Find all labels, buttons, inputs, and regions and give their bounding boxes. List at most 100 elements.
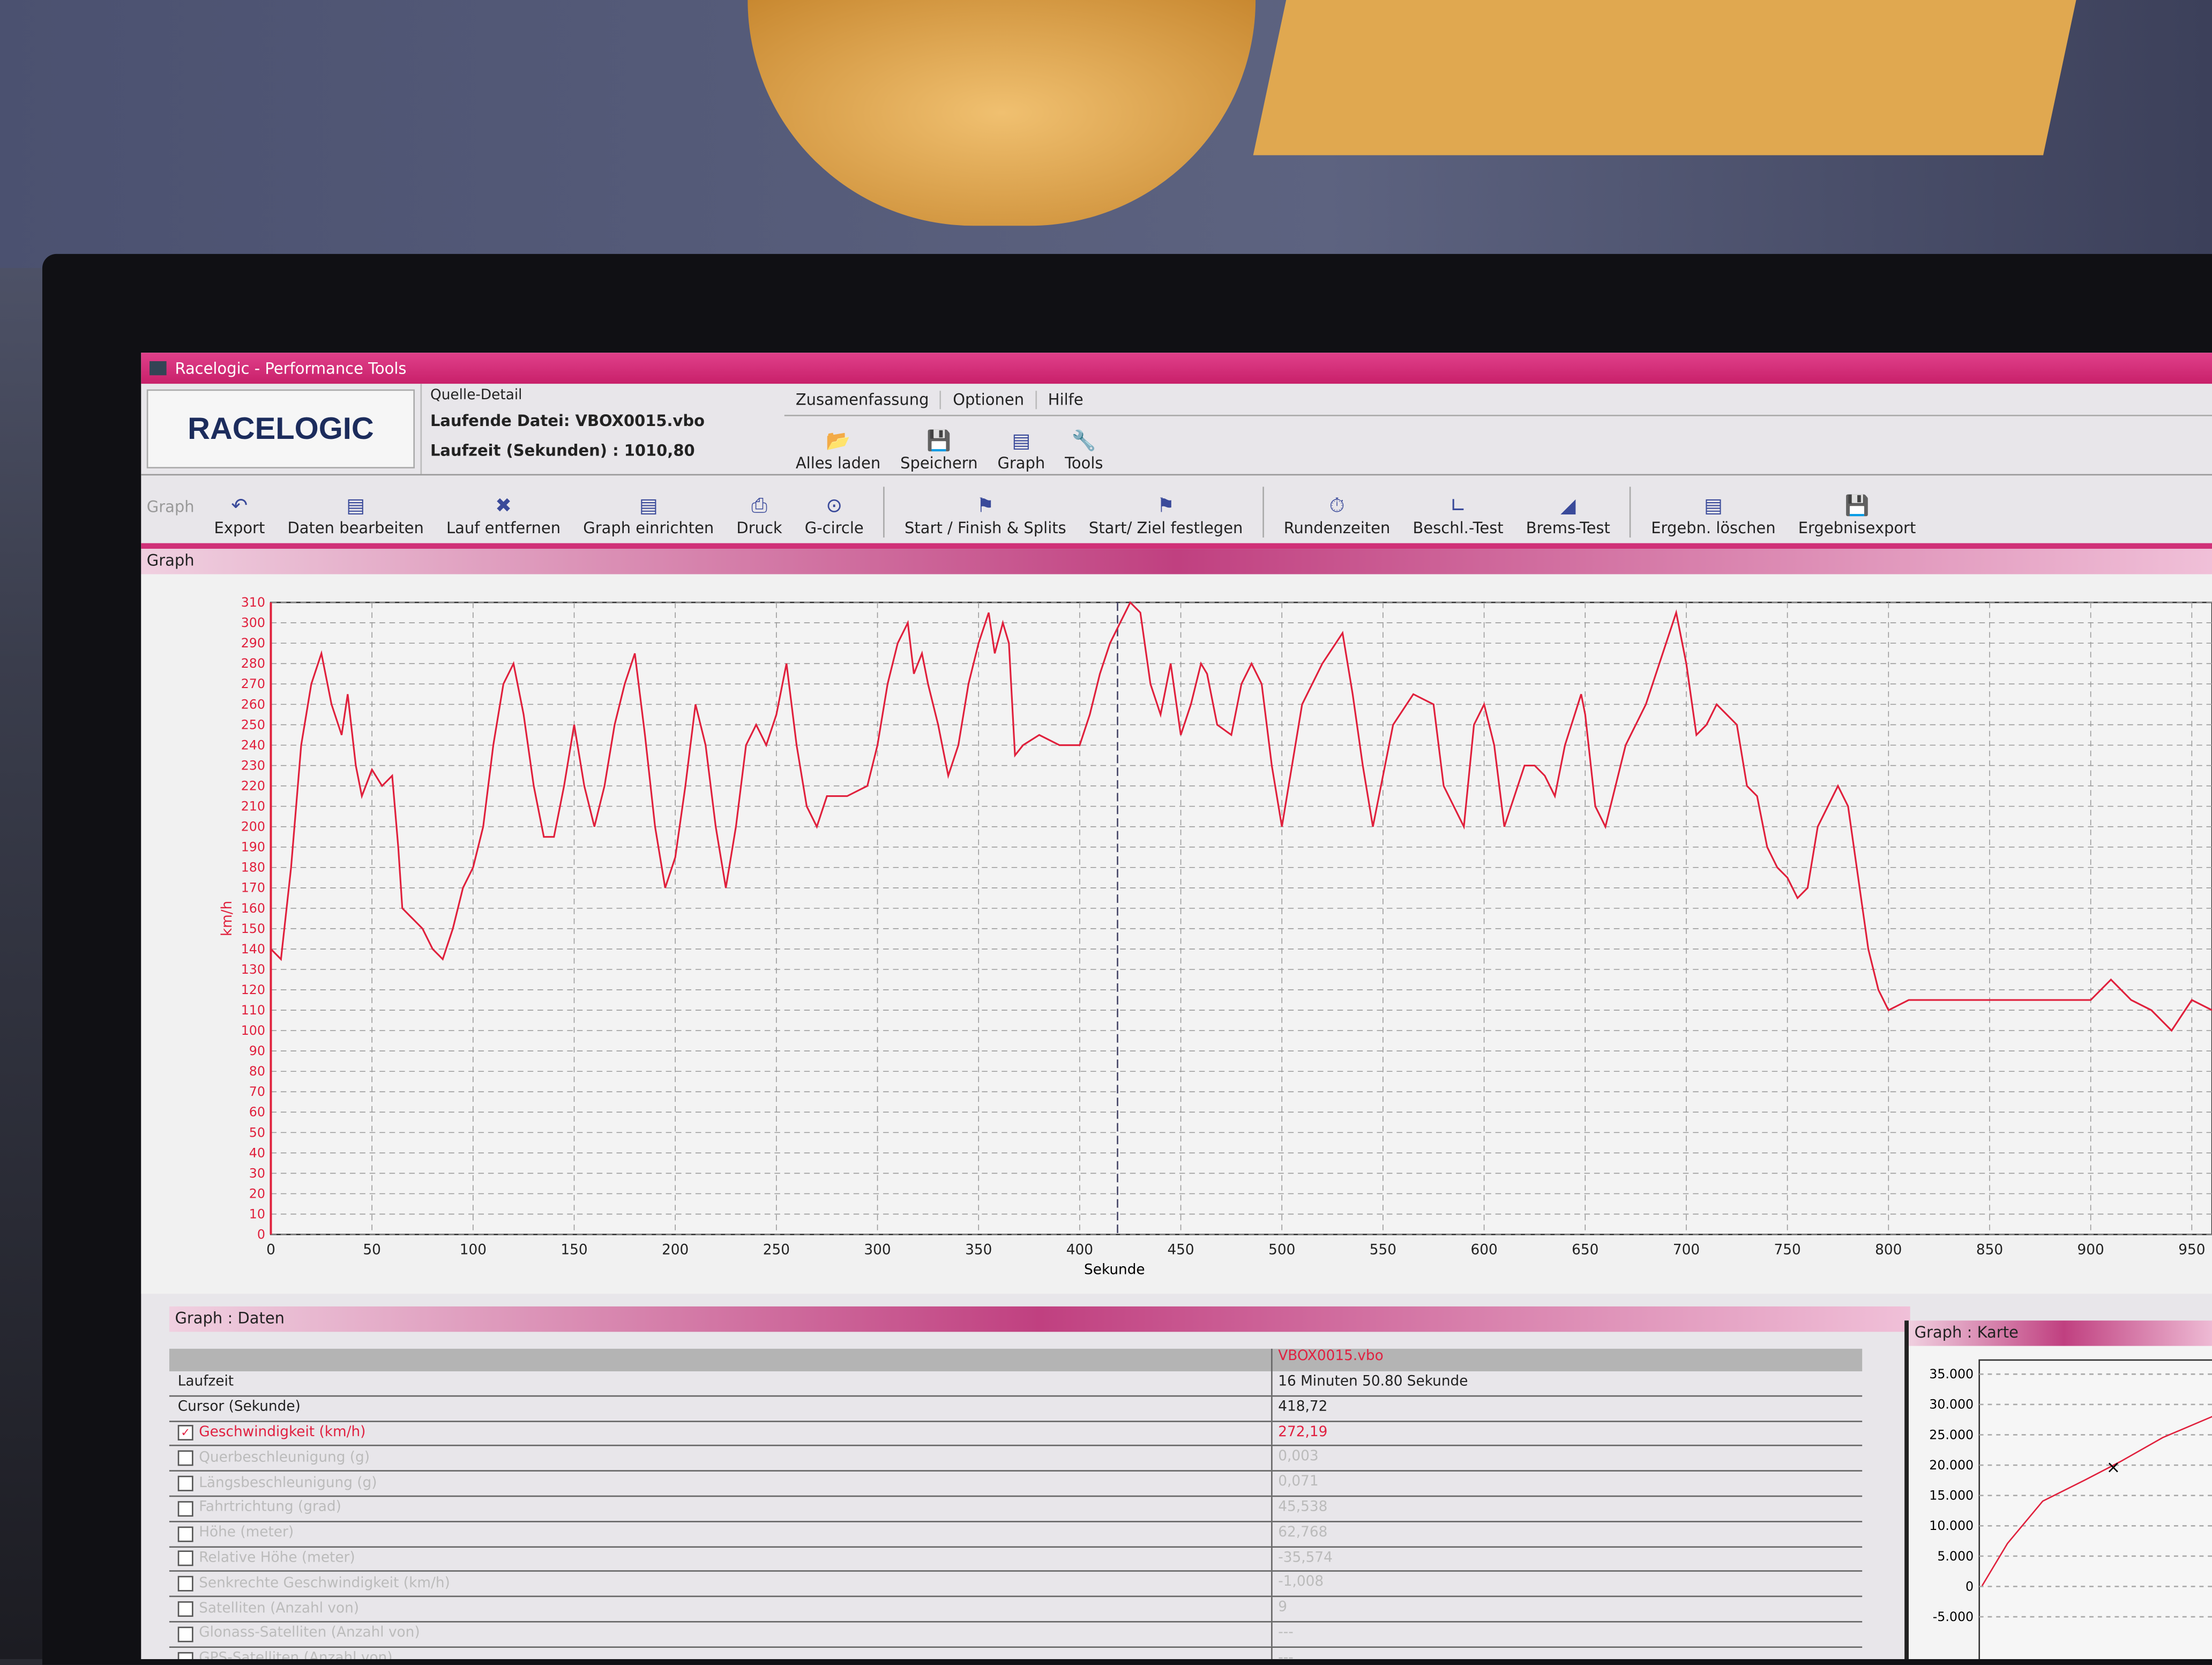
x-tick-label: 500 <box>1268 1242 1295 1258</box>
y-axis-label: km/h <box>219 901 235 936</box>
file-column-header: VBOX0015.vbo <box>1271 1348 1384 1371</box>
table-row[interactable]: Satelliten (Anzahl von) 9 <box>169 1597 1863 1623</box>
toolbar-brake-button[interactable]: ◢ Brems-Test <box>1523 494 1613 537</box>
label: Graph <box>997 454 1045 473</box>
y-tick-label: 220 <box>241 778 265 793</box>
toolbar-edit-data-button[interactable]: ▤ Daten bearbeiten <box>285 494 427 537</box>
folder-open-icon: 📂 <box>826 430 850 453</box>
y-tick-label: 140 <box>241 942 265 957</box>
map-y-tick-label: 5.000 <box>1937 1549 1974 1564</box>
load-all-button[interactable]: 📂 Alles laden <box>796 429 880 473</box>
channel-name: Senkrechte Geschwindigkeit (km/h) <box>199 1576 450 1592</box>
channel-checkbox[interactable] <box>177 1551 193 1567</box>
graph-button[interactable]: ▤ Graph <box>997 429 1045 473</box>
print-icon: ⎙ <box>751 495 767 518</box>
toolbar-checkered-flag-button[interactable]: ⚑ Start / Finish & Splits <box>902 494 1069 537</box>
toolbar-separator <box>883 487 885 538</box>
map-cursor-marker: × <box>2106 1458 2120 1477</box>
map-y-tick-label: 15.000 <box>1929 1488 1974 1503</box>
data-table: VBOX0015.vbo Laufzeit 16 Minuten 50.80 Se… <box>169 1348 1863 1660</box>
toolbar-flag-set-button[interactable]: ⚑ Start/ Ziel festlegen <box>1086 494 1246 537</box>
x-tick-label: 550 <box>1370 1242 1396 1258</box>
channel-checkbox[interactable]: ✓ <box>177 1425 193 1442</box>
channel-checkbox[interactable] <box>177 1500 193 1517</box>
label: Speichern <box>900 454 978 473</box>
poster-wheel <box>748 0 1256 226</box>
table-row[interactable]: Cursor (Sekunde) 418,72 <box>169 1396 1863 1422</box>
toolbar-undo-button[interactable]: ↶ Export <box>211 494 267 537</box>
label: Daten bearbeiten <box>287 519 424 538</box>
tools-icon: 🔧 <box>1071 430 1096 453</box>
x-tick-label: 600 <box>1470 1242 1497 1258</box>
channel-value: 62,768 <box>1271 1522 1862 1546</box>
menu-optionen[interactable]: Optionen <box>941 390 1037 409</box>
graph-toolbar: Graph ↶ Export ▤ Daten bearbeiten ✖ Lauf entf… <box>141 475 2212 549</box>
racelogic-logo: RACELOGIC <box>146 389 415 469</box>
channel-checkbox[interactable] <box>177 1651 193 1660</box>
x-tick-label: 750 <box>1774 1242 1801 1258</box>
save-icon: 💾 <box>926 430 952 453</box>
toolbar-stopwatch-button[interactable]: ⏱ Rundenzeiten <box>1281 494 1393 537</box>
y-tick-label: 50 <box>249 1125 265 1140</box>
toolbar-remove-run-button[interactable]: ✖ Lauf entfernen <box>444 494 564 537</box>
table-row[interactable]: Relative Höhe (meter) -35,574 <box>169 1547 1863 1572</box>
table-row[interactable]: Höhe (meter) 62,768 <box>169 1522 1863 1547</box>
menu-zusammenfassung[interactable]: Zusamenfassung <box>784 390 942 409</box>
toolbar-acceleration-button[interactable]: ∟ Beschl.-Test <box>1410 494 1506 537</box>
channel-name: Relative Höhe (meter) <box>199 1550 355 1566</box>
map-panel-title: Graph : Karte <box>1909 1320 2212 1346</box>
table-row[interactable]: Querbeschleunigung (g) 0,003 <box>169 1446 1863 1472</box>
channel-value: 45,538 <box>1271 1497 1862 1521</box>
title-bar: Racelogic - Performance Tools <box>141 353 2212 384</box>
channel-checkbox[interactable] <box>177 1626 193 1642</box>
channel-name: Höhe (meter) <box>199 1525 294 1541</box>
table-row[interactable]: Laufzeit 16 Minuten 50.80 Sekunde <box>169 1371 1863 1397</box>
channel-name: Längsbeschleunigung (g) <box>199 1475 377 1491</box>
speed-chart[interactable]: 0 10 20 30 40 50 60 70 80 90 100 110 120 130 140 150 160… <box>141 574 2212 1294</box>
runtime: Laufzeit (Sekunden) : 1010,80 <box>430 442 695 460</box>
y-tick-label: 150 <box>241 921 265 936</box>
x-tick-label: 400 <box>1066 1242 1093 1258</box>
toolbar-g-circle-button[interactable]: ⊙ G-circle <box>802 494 866 537</box>
channel-name: Cursor (Sekunde) <box>177 1400 301 1416</box>
y-tick-label: 180 <box>241 860 265 875</box>
table-row[interactable]: Längsbeschleunigung (g) 0,071 <box>169 1472 1863 1497</box>
channel-checkbox[interactable] <box>177 1526 193 1542</box>
toolbar-graph-setup-button[interactable]: ▤ Graph einrichten <box>580 494 717 537</box>
y-tick-label: 230 <box>241 758 265 773</box>
label: Export <box>214 519 265 538</box>
toolbar-separator <box>1262 487 1264 538</box>
flag-set-icon: ⚑ <box>1157 495 1175 518</box>
table-row[interactable]: GPS-Satelliten (Anzahl von) --- <box>169 1647 1862 1660</box>
speed-series-line <box>270 601 2212 1032</box>
y-tick-label: 250 <box>241 717 265 732</box>
x-tick-label: 650 <box>1572 1242 1598 1258</box>
toolbar-export-results-button[interactable]: 💾 Ergebnisexport <box>1795 494 1918 537</box>
acceleration-icon: ∟ <box>1449 495 1467 518</box>
table-row[interactable]: Glonass-Satelliten (Anzahl von) --- <box>169 1622 1863 1648</box>
channel-value: 0,071 <box>1271 1472 1862 1496</box>
channel-checkbox[interactable] <box>177 1476 193 1491</box>
x-tick-label: 450 <box>1167 1242 1194 1258</box>
table-row[interactable]: ✓ Geschwindigkeit (km/h) 272,19 <box>169 1421 1863 1447</box>
channel-name: Laufzeit <box>177 1375 234 1391</box>
map-panel: Graph : Karte 35.000 30.000 25.000 20.000 15… <box>1904 1320 2212 1660</box>
y-tick-label: 200 <box>241 819 265 834</box>
save-button[interactable]: 💾 Speichern <box>900 429 978 473</box>
map-chart[interactable]: 35.000 30.000 25.000 20.000 15.000 10.000 5.00… <box>1909 1346 2212 1660</box>
toolbar-clear-results-button[interactable]: ▤ Ergebn. löschen <box>1648 494 1778 537</box>
toolbar-group-label: Graph <box>146 497 195 516</box>
channel-value: -35,574 <box>1271 1547 1862 1571</box>
channel-checkbox[interactable] <box>177 1576 193 1592</box>
menu-hilfe[interactable]: Hilfe <box>1048 390 1083 409</box>
tools-button[interactable]: 🔧 Tools <box>1065 429 1103 473</box>
y-tick-label: 210 <box>241 799 265 814</box>
toolbar-print-button[interactable]: ⎙ Druck <box>734 494 785 537</box>
channel-checkbox[interactable] <box>177 1601 193 1617</box>
edit-data-icon: ▤ <box>346 495 365 518</box>
channel-checkbox[interactable] <box>177 1451 193 1467</box>
speed-graph[interactable]: 0 10 20 30 40 50 60 70 80 90 100 110 120 130 140 150 160… <box>141 574 2212 1294</box>
map-y-tick-label: 30.000 <box>1929 1397 1974 1412</box>
table-row[interactable]: Fahrtrichtung (grad) 45,538 <box>169 1497 1863 1522</box>
table-row[interactable]: Senkrechte Geschwindigkeit (km/h) -1,008 <box>169 1572 1863 1597</box>
